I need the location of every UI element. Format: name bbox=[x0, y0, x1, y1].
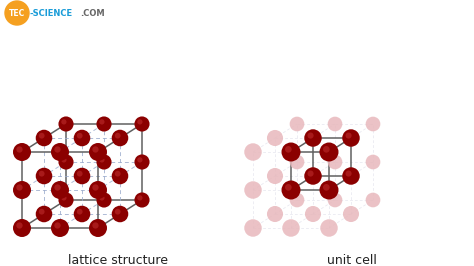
Circle shape bbox=[267, 168, 283, 184]
Circle shape bbox=[244, 143, 262, 161]
Circle shape bbox=[51, 181, 69, 199]
Circle shape bbox=[342, 167, 360, 185]
Circle shape bbox=[112, 206, 128, 222]
Circle shape bbox=[55, 184, 61, 191]
Circle shape bbox=[244, 181, 262, 199]
Circle shape bbox=[61, 157, 66, 163]
Circle shape bbox=[92, 222, 99, 229]
Circle shape bbox=[36, 130, 52, 146]
Circle shape bbox=[96, 192, 111, 207]
Circle shape bbox=[115, 209, 120, 215]
Circle shape bbox=[36, 206, 52, 222]
Circle shape bbox=[244, 219, 262, 237]
Circle shape bbox=[89, 219, 107, 237]
Circle shape bbox=[77, 171, 82, 177]
Circle shape bbox=[51, 219, 69, 237]
Circle shape bbox=[305, 206, 321, 222]
Circle shape bbox=[135, 155, 150, 169]
Circle shape bbox=[112, 168, 128, 184]
Circle shape bbox=[13, 181, 31, 199]
Text: lattice structure: lattice structure bbox=[68, 254, 168, 266]
Circle shape bbox=[323, 184, 329, 191]
Circle shape bbox=[328, 155, 342, 169]
Circle shape bbox=[320, 219, 338, 237]
Circle shape bbox=[319, 181, 338, 200]
Circle shape bbox=[16, 146, 23, 153]
Circle shape bbox=[346, 171, 352, 177]
Circle shape bbox=[61, 195, 66, 201]
Circle shape bbox=[13, 143, 31, 161]
Circle shape bbox=[77, 133, 82, 139]
Circle shape bbox=[96, 155, 111, 169]
Text: unit cell: unit cell bbox=[327, 254, 377, 266]
Circle shape bbox=[290, 155, 304, 169]
Circle shape bbox=[282, 143, 301, 161]
Circle shape bbox=[16, 222, 23, 229]
Circle shape bbox=[343, 206, 359, 222]
Circle shape bbox=[342, 129, 360, 147]
Circle shape bbox=[39, 133, 45, 139]
Circle shape bbox=[267, 130, 283, 146]
Circle shape bbox=[137, 119, 143, 124]
Circle shape bbox=[36, 168, 52, 184]
Circle shape bbox=[304, 129, 322, 147]
Circle shape bbox=[135, 117, 150, 132]
Circle shape bbox=[74, 206, 90, 222]
Circle shape bbox=[285, 184, 292, 191]
Circle shape bbox=[16, 184, 23, 191]
Circle shape bbox=[112, 130, 128, 146]
Circle shape bbox=[308, 171, 314, 177]
Circle shape bbox=[115, 171, 120, 177]
Circle shape bbox=[99, 195, 105, 201]
Circle shape bbox=[137, 195, 143, 201]
Circle shape bbox=[61, 119, 66, 124]
Circle shape bbox=[365, 117, 380, 131]
Circle shape bbox=[99, 157, 105, 163]
Circle shape bbox=[96, 117, 111, 132]
Text: .COM: .COM bbox=[80, 9, 105, 18]
Circle shape bbox=[328, 117, 342, 131]
Circle shape bbox=[290, 117, 304, 131]
Circle shape bbox=[365, 155, 380, 169]
Circle shape bbox=[308, 132, 314, 139]
Circle shape bbox=[319, 143, 338, 161]
Text: TEC: TEC bbox=[9, 9, 25, 18]
Circle shape bbox=[5, 1, 29, 25]
Circle shape bbox=[346, 132, 352, 139]
Circle shape bbox=[13, 219, 31, 237]
Circle shape bbox=[282, 219, 300, 237]
Circle shape bbox=[55, 222, 61, 229]
Circle shape bbox=[58, 117, 73, 132]
Circle shape bbox=[135, 192, 150, 207]
Circle shape bbox=[55, 146, 61, 153]
Circle shape bbox=[285, 146, 292, 153]
Circle shape bbox=[51, 143, 69, 161]
Circle shape bbox=[89, 143, 107, 161]
Circle shape bbox=[39, 171, 45, 177]
Circle shape bbox=[328, 193, 342, 207]
Circle shape bbox=[99, 119, 105, 124]
Circle shape bbox=[137, 157, 143, 163]
Circle shape bbox=[365, 193, 380, 207]
Circle shape bbox=[92, 184, 99, 191]
Circle shape bbox=[290, 193, 304, 207]
Circle shape bbox=[74, 168, 90, 184]
Circle shape bbox=[58, 192, 73, 207]
Circle shape bbox=[74, 130, 90, 146]
Text: -SCIENCE: -SCIENCE bbox=[30, 9, 73, 18]
Circle shape bbox=[267, 206, 283, 222]
Circle shape bbox=[92, 146, 99, 153]
Circle shape bbox=[77, 209, 82, 215]
Circle shape bbox=[115, 133, 120, 139]
Circle shape bbox=[58, 155, 73, 169]
Circle shape bbox=[304, 167, 322, 185]
Circle shape bbox=[323, 146, 329, 153]
Circle shape bbox=[282, 181, 301, 200]
Circle shape bbox=[39, 209, 45, 215]
Circle shape bbox=[89, 181, 107, 199]
